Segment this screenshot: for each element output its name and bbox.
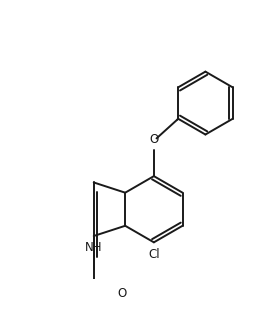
Text: O: O: [117, 286, 126, 300]
Text: Cl: Cl: [148, 248, 160, 261]
Text: O: O: [149, 133, 159, 146]
Text: NH: NH: [85, 241, 103, 254]
